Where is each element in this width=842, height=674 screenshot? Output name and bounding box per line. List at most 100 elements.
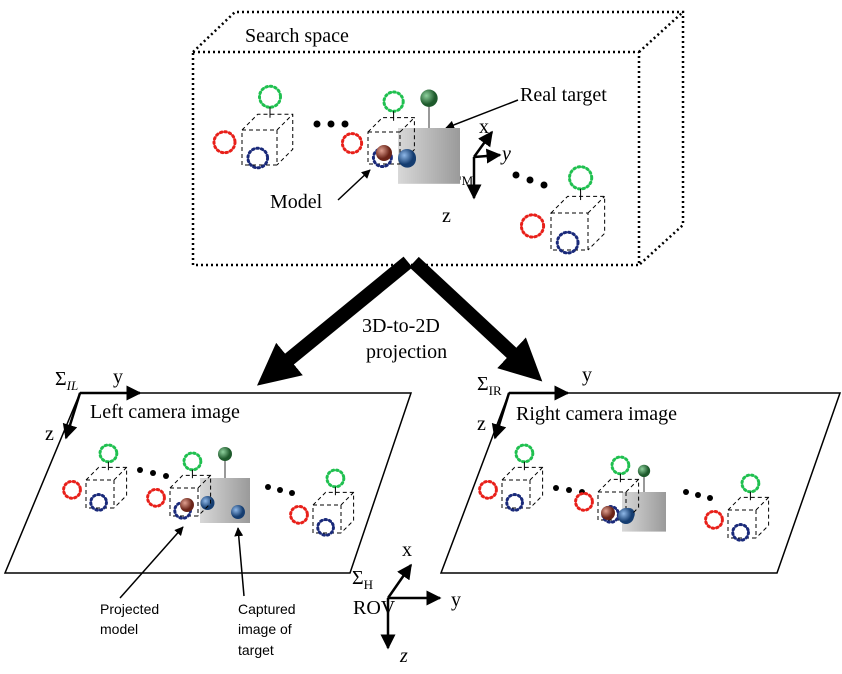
dotted-marker	[704, 509, 724, 530]
projected-model-label: Projected	[100, 601, 159, 617]
target-ball	[420, 89, 438, 107]
target-ball	[637, 464, 651, 478]
dashed-cube	[312, 504, 342, 534]
ellipsis-dot	[327, 120, 335, 128]
ellipsis-dot	[707, 495, 713, 501]
frame-h	[380, 563, 442, 650]
dotted-marker	[514, 443, 535, 464]
captured-image-label: image of	[238, 621, 292, 637]
dotted-marker	[98, 443, 119, 464]
ellipsis-dot	[341, 120, 349, 128]
pointer	[119, 526, 184, 599]
axis-label: x	[402, 539, 412, 561]
dashed-cube	[587, 195, 606, 214]
ellipsis-dot	[163, 473, 169, 479]
axis-label: x	[479, 116, 489, 138]
dashed-cube	[276, 113, 294, 131]
dotted-marker	[146, 487, 166, 508]
ellipsis-dot	[277, 487, 283, 493]
dashed-cube	[85, 479, 115, 509]
search-space-label: Search space	[245, 25, 349, 47]
frame-label: ΣIR	[477, 373, 502, 398]
dotted-marker	[325, 468, 346, 489]
axis-label: y	[500, 143, 511, 165]
dotted-marker	[478, 479, 498, 500]
dotted-marker	[740, 473, 761, 494]
model-ball	[601, 506, 615, 520]
dashed-cube	[550, 195, 606, 251]
dashed-cube	[113, 467, 127, 481]
dashed-cube	[597, 491, 627, 521]
dashed-cube	[241, 129, 278, 166]
ellipsis-dot	[137, 467, 143, 473]
left-image-plane	[3, 392, 413, 574]
ellipsis-dot	[553, 485, 559, 491]
captured-image-label: target	[238, 642, 274, 658]
dotted-marker	[731, 523, 750, 542]
dashed-cube	[550, 212, 589, 251]
dotted-marker	[289, 504, 309, 525]
model-label: Model	[270, 191, 323, 213]
dotted-marker	[212, 130, 237, 155]
dotted-marker	[574, 491, 594, 512]
pointer	[234, 527, 245, 597]
dashed-cube	[197, 475, 211, 489]
frame-label: ΣH	[352, 567, 373, 592]
ellipsis-dot	[695, 492, 701, 498]
frame-ir	[491, 385, 570, 440]
ellipsis-dot	[540, 181, 548, 189]
projection-label: projection	[366, 341, 447, 363]
ellipsis-dot	[512, 171, 520, 179]
model-ball	[180, 498, 194, 512]
dotted-marker	[568, 165, 594, 191]
rov-label: ROV	[353, 597, 396, 619]
left-image-label: Left camera image	[90, 401, 240, 423]
dotted-marker	[382, 90, 405, 113]
dotted-marker	[62, 479, 82, 500]
scene-objects	[62, 84, 770, 542]
dashed-cube	[529, 467, 543, 481]
target-ball	[200, 496, 215, 510]
dotted-marker	[246, 146, 270, 170]
dotted-marker	[519, 213, 546, 239]
dotted-marker	[258, 84, 282, 109]
ellipsis-dot	[526, 176, 534, 184]
dotted-marker	[316, 518, 335, 537]
frame-label: ΣIL	[55, 368, 78, 393]
dashed-cube	[399, 117, 415, 133]
dotted-marker	[555, 230, 580, 255]
dotted-marker	[610, 455, 631, 476]
dashed-cube	[755, 497, 769, 511]
dotted-marker	[340, 132, 364, 155]
dashed-cube	[340, 492, 354, 506]
ellipsis-dot	[313, 120, 321, 128]
axis-label: z	[442, 205, 451, 227]
model-ball	[618, 508, 634, 524]
right-image-label: Right camera image	[516, 403, 677, 425]
projected-model-label: model	[100, 621, 138, 637]
ellipsis-dot	[683, 489, 689, 495]
dotted-marker	[505, 493, 524, 512]
axis-label: y	[451, 589, 461, 611]
axis-label: y	[113, 366, 123, 388]
dashed-cube	[501, 479, 531, 509]
dashed-cube	[367, 131, 401, 165]
right-image-plane	[439, 392, 842, 574]
projection-arrows	[257, 256, 543, 386]
pointer	[445, 99, 519, 130]
model-ball	[376, 145, 392, 161]
captured-image-label: Captured	[238, 601, 296, 617]
axis-label: y	[582, 364, 592, 386]
ellipsis-dot	[289, 490, 295, 496]
real-target-label: Real target	[520, 84, 607, 106]
dotted-marker	[182, 451, 203, 472]
frame-m	[466, 130, 502, 200]
axis-label: z	[477, 413, 486, 435]
axis-label: z	[45, 423, 54, 445]
dotted-marker	[89, 493, 108, 512]
model-ball	[231, 505, 245, 519]
dashed-cube	[625, 479, 639, 493]
ellipsis-dot	[265, 484, 271, 490]
dashed-cube	[169, 487, 199, 517]
